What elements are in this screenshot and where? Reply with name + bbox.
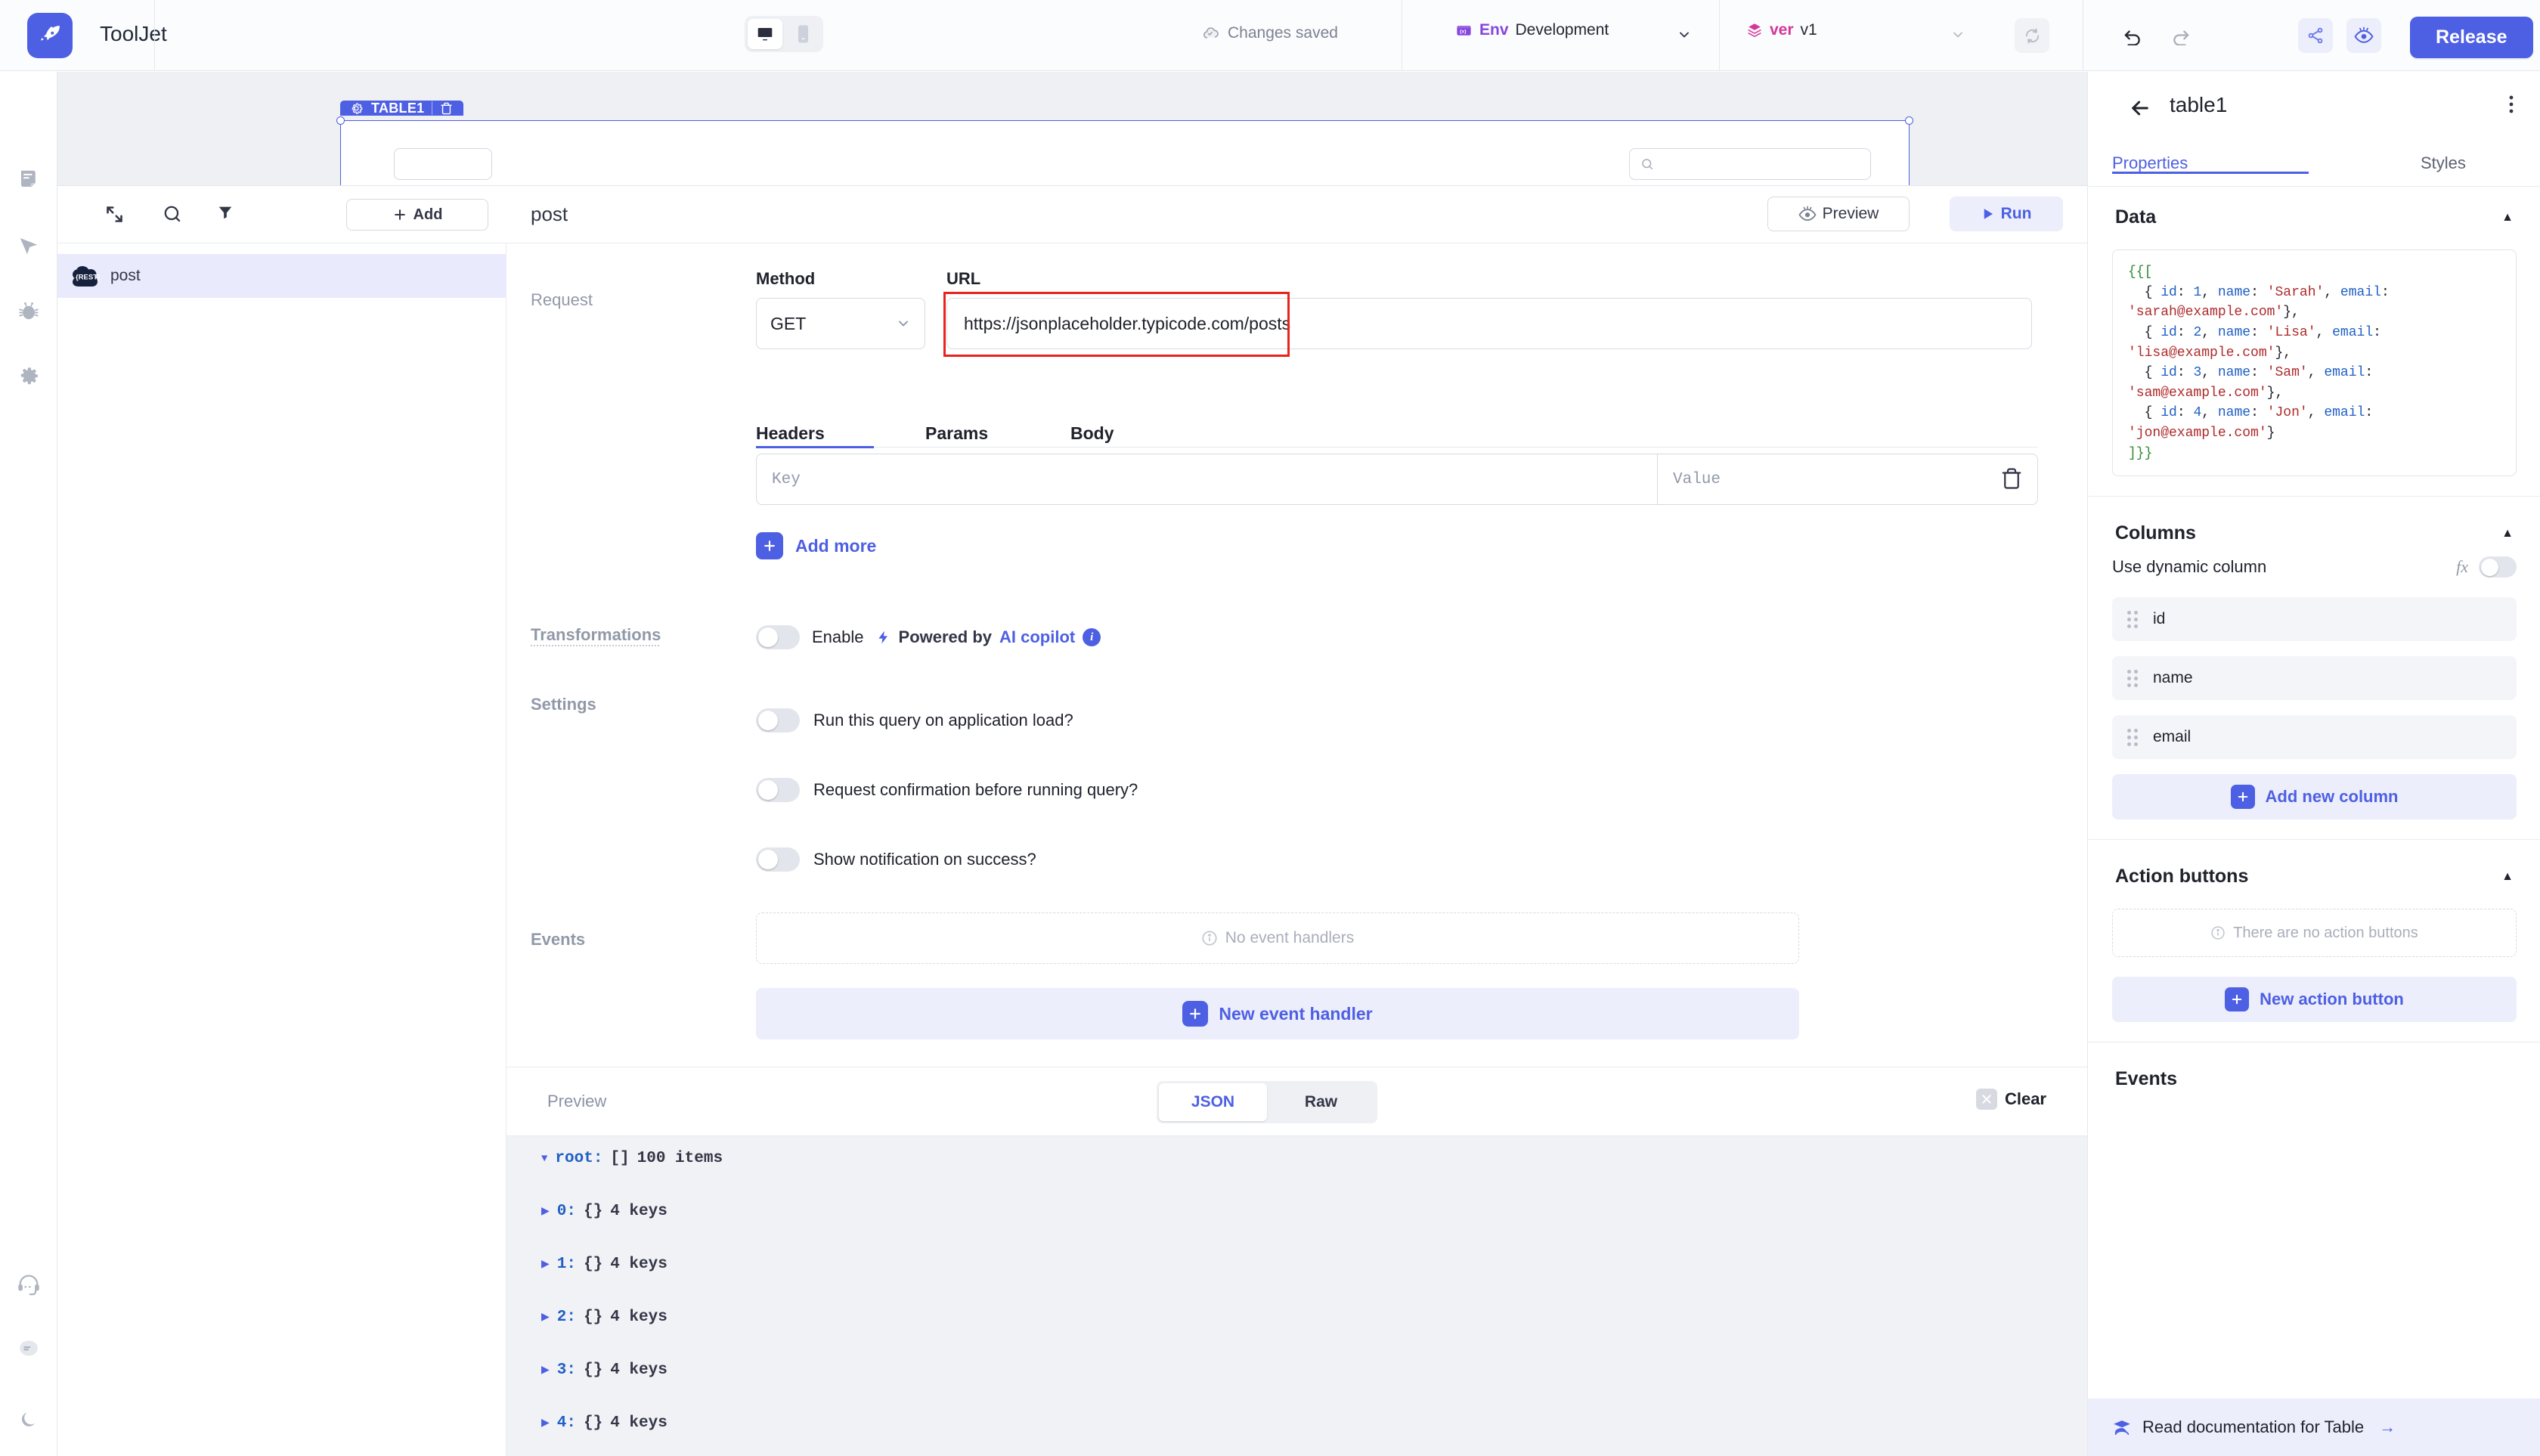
svg-text:{x}: {x} <box>1460 29 1467 34</box>
svg-text:{REST}: {REST} <box>76 274 100 282</box>
